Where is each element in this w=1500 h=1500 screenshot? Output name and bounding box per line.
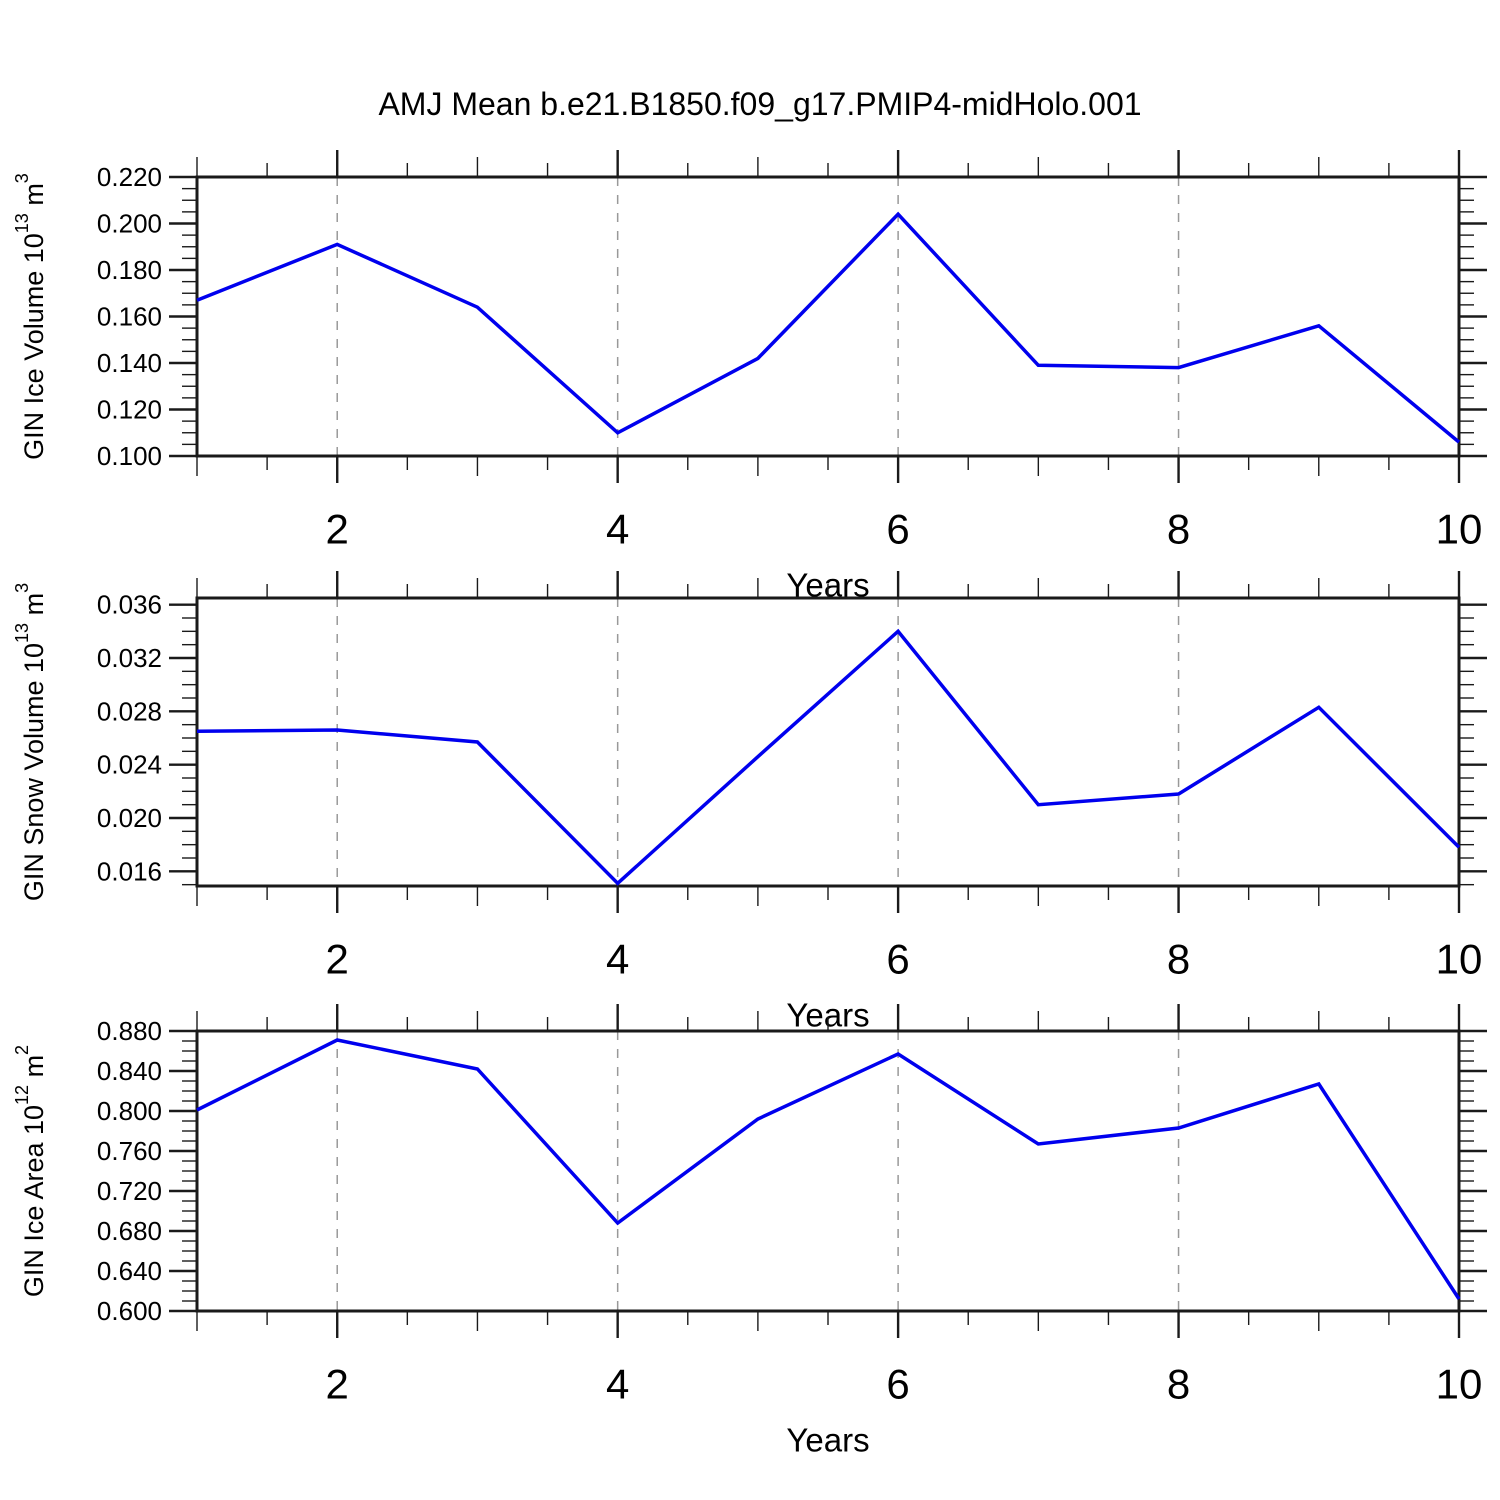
y-tick-label: 0.220 <box>97 162 162 192</box>
x-tick-label: 2 <box>326 936 349 983</box>
x-tick-label: 8 <box>1167 1361 1190 1408</box>
y-tick-label: 0.120 <box>97 395 162 425</box>
x-tick-label: 6 <box>886 1361 909 1408</box>
x-tick-label: 10 <box>1436 1361 1483 1408</box>
y-tick-label: 0.100 <box>97 441 162 471</box>
y-tick-label: 0.640 <box>97 1256 162 1286</box>
x-tick-label: 6 <box>886 936 909 983</box>
y-tick-label: 0.800 <box>97 1096 162 1126</box>
x-axis-title: Years <box>786 1422 869 1459</box>
panel-gin-ice-volume: 0.100 0.120 0.140 0.160 0.180 0.200 0.220 2 4 6 8 1… <box>12 150 1487 604</box>
y-tick-label: 0.016 <box>97 856 162 886</box>
y-tick-label: 0.032 <box>97 643 162 673</box>
plot-frame <box>195 1029 1461 1313</box>
y-tick-label: 0.020 <box>97 803 162 833</box>
x-tick-label: 2 <box>326 506 349 553</box>
y-tick-label: 0.024 <box>97 750 162 780</box>
y-tick-label: 0.036 <box>97 590 162 620</box>
y-axis-title: GIN Ice Volume 1013 m3 <box>12 173 49 460</box>
y-tick-label: 0.680 <box>97 1216 162 1246</box>
x-tick-label: 10 <box>1436 506 1483 553</box>
y-tick-label: 0.720 <box>97 1176 162 1206</box>
y-tick-label: 0.600 <box>97 1296 162 1326</box>
y-axis-title: GIN Ice Area 1012 m2 <box>12 1045 49 1297</box>
x-tick-label: 8 <box>1167 936 1190 983</box>
x-tick-label: 6 <box>886 506 909 553</box>
x-tick-label: 2 <box>326 1361 349 1408</box>
y-tick-label: 0.880 <box>97 1016 162 1046</box>
gin-ice-area-line <box>196 1038 1461 1300</box>
gin-ice-volume-line <box>196 211 1461 444</box>
x-tick-label: 4 <box>606 1361 629 1408</box>
y-tick-label: 0.180 <box>97 255 162 285</box>
chart-title: AMJ Mean b.e21.B1850.f09_g17.PMIP4-midHo… <box>378 86 1142 122</box>
x-tick-label: 8 <box>1167 506 1190 553</box>
y-tick-label: 0.160 <box>97 302 162 332</box>
y-tick-label: 0.028 <box>97 696 162 726</box>
x-tick-label: 10 <box>1436 936 1483 983</box>
plot-frame <box>195 596 1461 888</box>
y-tick-label: 0.140 <box>97 348 162 378</box>
plot-frame <box>195 175 1461 458</box>
x-tick-label: 4 <box>606 936 629 983</box>
y-tick-label: 0.200 <box>97 209 162 239</box>
y-axis-title: GIN Snow Volume 1013 m3 <box>12 583 49 901</box>
gin-snow-volume-line <box>196 628 1461 886</box>
y-tick-label: 0.840 <box>97 1056 162 1086</box>
y-tick-label: 0.760 <box>97 1136 162 1166</box>
x-tick-label: 4 <box>606 506 629 553</box>
panel-gin-ice-area: 0.600 0.640 0.680 0.720 0.760 0.800 0.840 0.880… <box>12 1004 1487 1459</box>
